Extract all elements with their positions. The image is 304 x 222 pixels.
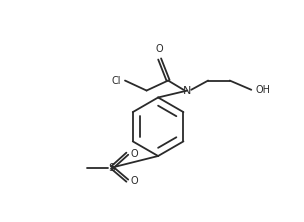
Text: O: O [156, 44, 164, 54]
Text: O: O [130, 176, 138, 186]
Text: N: N [183, 85, 192, 95]
Text: S: S [108, 163, 116, 172]
Text: Cl: Cl [112, 75, 121, 85]
Text: O: O [130, 149, 138, 159]
Text: OH: OH [255, 85, 270, 95]
